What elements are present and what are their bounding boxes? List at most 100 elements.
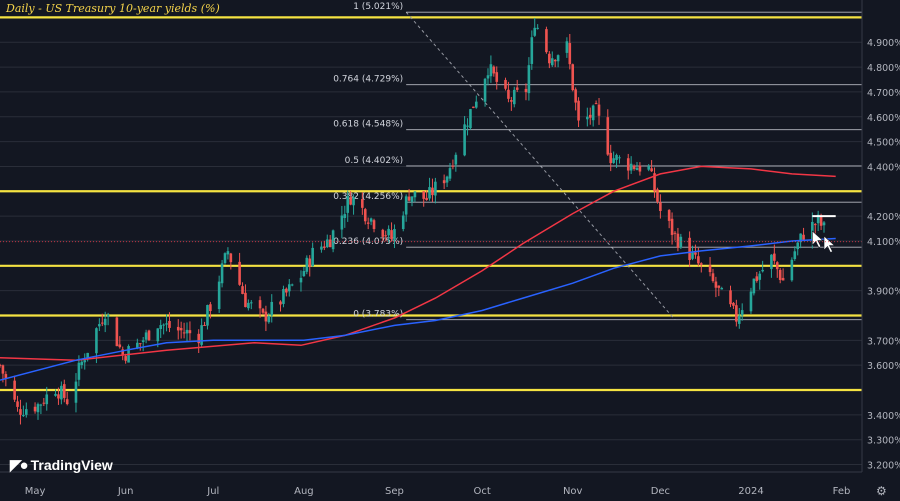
candle-body — [162, 324, 165, 326]
candle-body — [98, 324, 101, 327]
price-axis[interactable]: 4.900% 4.800% 4.700% 4.600% 4.500% 4.400% 4.20… — [861, 0, 900, 501]
candle-body — [247, 302, 250, 309]
chart-title: Daily - US Treasury 10-year yields (%) — [6, 2, 220, 15]
candle-body — [407, 196, 411, 201]
candle-body — [159, 325, 163, 330]
candle-body — [752, 278, 756, 294]
candle-body — [124, 356, 127, 361]
price-tick-label: 3.900% — [867, 287, 900, 298]
candle-body — [331, 230, 335, 250]
candle-body — [568, 43, 572, 65]
candle-body — [220, 263, 224, 284]
price-tick-label: 4.700% — [867, 88, 900, 99]
candle-body — [425, 197, 428, 200]
candle-body — [185, 329, 189, 334]
candle-body — [778, 269, 782, 280]
candle-body — [144, 332, 148, 340]
candle-body — [381, 229, 385, 237]
candle-body — [699, 263, 703, 265]
time-axis[interactable]: May Jun Jul Aug Sep Oct Nov Dec 2024 Feb — [0, 471, 862, 501]
candle-body — [106, 315, 110, 317]
candle-body — [45, 394, 49, 405]
candle-body — [495, 72, 499, 82]
candle-body — [209, 304, 212, 312]
candle-body — [229, 253, 233, 263]
candle-body — [667, 210, 671, 221]
candle-body — [346, 196, 350, 213]
fib-level-label: 0.236 (4.075%) — [333, 237, 403, 247]
candle-body — [103, 318, 107, 326]
price-tick-label: 3.700% — [867, 336, 900, 347]
candle-body — [136, 342, 139, 349]
candle-body — [203, 325, 206, 327]
candle-body — [62, 384, 66, 398]
time-tick-label: Sep — [385, 486, 404, 497]
candle-body — [577, 100, 580, 121]
candle-body — [802, 234, 805, 240]
candle-body — [115, 317, 119, 347]
candle-body — [533, 27, 537, 36]
candle-body — [156, 328, 160, 342]
candle-body — [387, 228, 390, 236]
candle-body — [632, 165, 636, 169]
candle-body — [647, 166, 650, 170]
candle-body — [691, 252, 694, 259]
candle-body — [390, 230, 393, 240]
gear-icon[interactable]: ⚙ — [876, 484, 887, 498]
candle-body — [165, 323, 168, 325]
candle-body — [781, 277, 785, 281]
time-tick-label: Feb — [833, 486, 851, 497]
candle-body — [0, 364, 2, 366]
candle-body — [74, 381, 78, 403]
time-tick-label: Jun — [117, 486, 134, 497]
candle-body — [282, 289, 285, 304]
candle-body — [223, 253, 227, 264]
price-tick-label: 4.900% — [867, 38, 900, 49]
candle-body — [629, 163, 633, 171]
candle-body — [36, 404, 40, 413]
candle-body — [264, 311, 268, 322]
candle-body — [606, 117, 610, 155]
candle-body — [615, 154, 618, 160]
candle-body — [19, 409, 22, 415]
candle-body — [77, 362, 81, 380]
candle-body — [118, 344, 122, 348]
candle-body — [244, 292, 247, 308]
time-tick-label: 2024 — [738, 486, 763, 497]
price-tick-label: 3.200% — [867, 461, 900, 472]
candle-body — [65, 399, 69, 405]
candle-body — [57, 394, 60, 399]
time-tick-label: Dec — [651, 486, 670, 497]
candle-body — [311, 247, 314, 267]
candle-body — [670, 218, 674, 235]
candle-body — [369, 218, 373, 222]
candle-body — [527, 65, 531, 94]
candle-body — [448, 168, 452, 179]
fib-level-label: 0.382 (4.256%) — [333, 192, 403, 202]
candle-body — [565, 41, 569, 53]
candle-body — [323, 246, 326, 248]
candle-body — [431, 187, 434, 196]
candle-body — [366, 222, 370, 224]
candle-body — [711, 273, 715, 282]
candle-body — [42, 402, 46, 404]
candle-body — [758, 273, 762, 280]
candle-body — [732, 302, 735, 306]
moving-averages — [0, 165, 836, 381]
candle-body — [510, 100, 513, 102]
candle-body — [206, 305, 209, 326]
candle-body — [340, 215, 344, 230]
price-axis-panel — [862, 0, 900, 501]
candle-body — [33, 406, 37, 412]
candle-body — [571, 64, 575, 91]
price-tick-label: 4.800% — [867, 63, 900, 74]
fib-level-label: 0.764 (4.729%) — [333, 75, 403, 85]
candle-body — [384, 235, 388, 237]
candle-body — [656, 189, 659, 202]
candle-body — [176, 326, 180, 331]
candle-body — [352, 197, 355, 206]
candle-body — [597, 104, 601, 116]
candle-body — [548, 53, 551, 64]
candle-body — [95, 328, 98, 354]
candle-body — [197, 333, 200, 344]
